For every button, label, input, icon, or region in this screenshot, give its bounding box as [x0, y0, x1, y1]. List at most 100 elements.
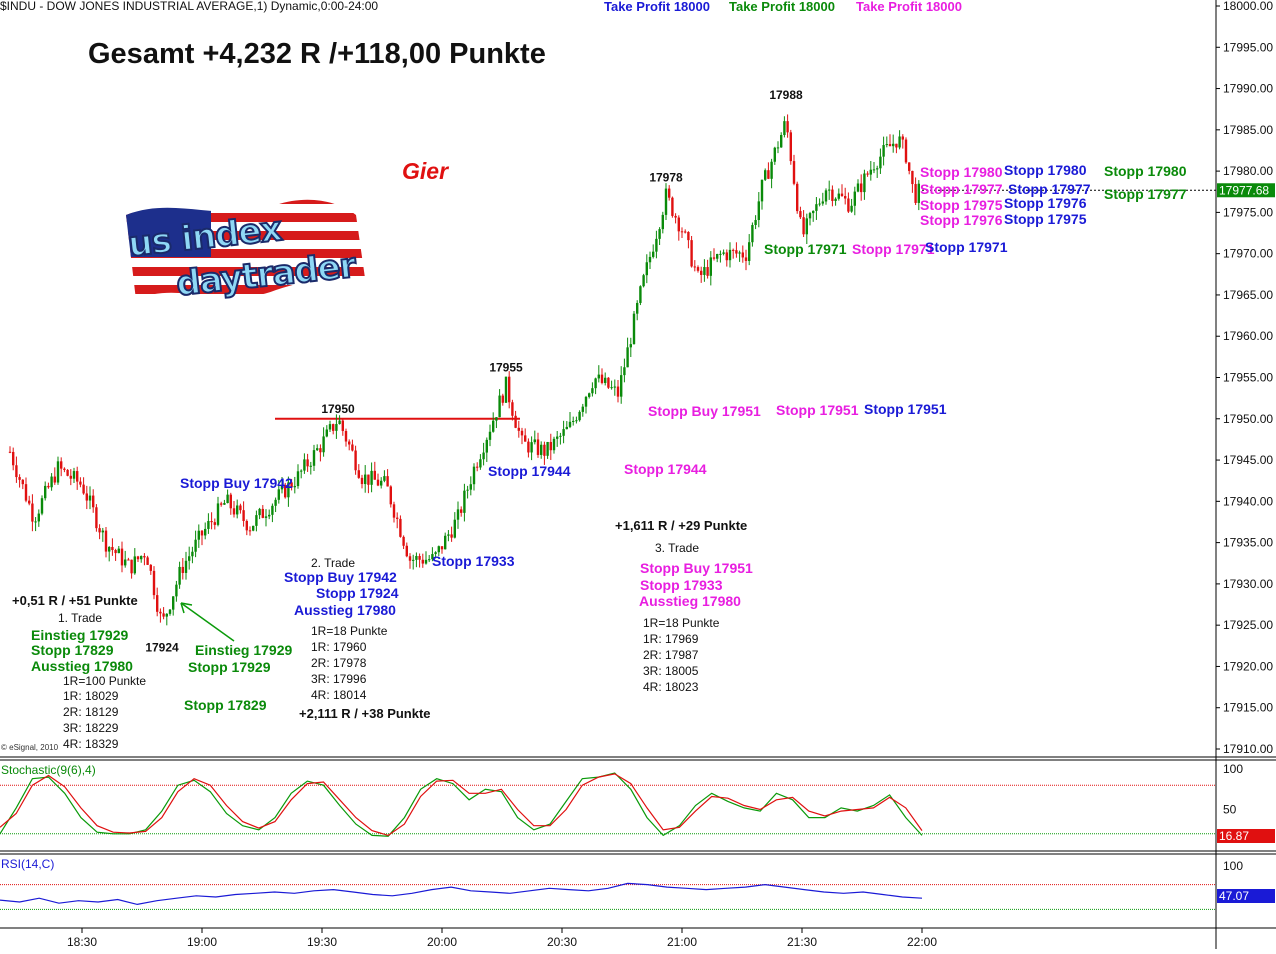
candle-body: [552, 438, 556, 451]
candle-body: [815, 204, 818, 211]
candle-body: [207, 520, 210, 529]
candle-body: [440, 546, 444, 550]
candle-body: [898, 136, 901, 148]
swing-label: 17978: [649, 171, 683, 185]
candle-body: [517, 427, 520, 431]
candle-body: [367, 474, 370, 485]
candle-body: [258, 508, 261, 516]
candle-body: [303, 459, 306, 471]
candle-body: [588, 393, 591, 397]
candle-body: [645, 262, 648, 276]
candle-body: [21, 479, 24, 485]
candle-body: [120, 548, 124, 566]
candle-body: [498, 395, 501, 418]
chart-title: $INDU - DOW JONES INDUSTRIAL AVERAGE,1) …: [0, 0, 379, 13]
candle-body: [248, 530, 252, 532]
trade3-title: 3. Trade: [655, 541, 700, 555]
candle-body: [15, 465, 18, 478]
stop-right-m2: Stopp 17977: [920, 181, 1003, 197]
candle-body: [357, 470, 360, 478]
candle-body: [364, 474, 367, 485]
price-axis-label: 17975.00: [1223, 205, 1273, 219]
candle-body: [559, 435, 562, 437]
candle-body: [268, 514, 271, 517]
stop-row51-c: Stopp 17951: [864, 401, 947, 417]
candle-body: [735, 250, 738, 254]
candle-body: [127, 559, 130, 561]
candle-body: [130, 559, 133, 574]
candle-body: [226, 494, 229, 504]
trade1-stop: Stopp 17829: [31, 642, 114, 658]
trade1-r-def: 1R=100 Punkte: [63, 674, 147, 688]
candle-body: [738, 252, 741, 254]
trade3-r4: 4R: 18023: [643, 680, 699, 694]
candle-body: [376, 479, 380, 486]
candle-body: [760, 179, 764, 202]
candle-body: [213, 522, 216, 525]
candle-body: [360, 477, 364, 485]
price-axis-label: 17960.00: [1223, 329, 1273, 343]
candle-body: [607, 377, 610, 388]
candle-body: [114, 550, 117, 554]
candle-body: [706, 267, 709, 276]
stochastic-axis-label: 100: [1223, 762, 1243, 776]
candle-body: [594, 378, 597, 389]
candle-body: [796, 183, 799, 212]
stop-right-b1: Stopp 17980: [1004, 162, 1087, 178]
candle-body: [885, 144, 888, 146]
us-flag-icon: [126, 199, 366, 300]
stop-row51-a: Stopp Buy 17951: [648, 403, 761, 419]
candle-body: [188, 556, 191, 561]
trade2-r-def: 1R=18 Punkte: [311, 624, 388, 638]
candle-body: [399, 518, 402, 537]
candle-body: [917, 183, 920, 203]
candle-body: [581, 406, 584, 412]
candle-body: [508, 376, 511, 403]
candle-body: [879, 156, 882, 169]
candle-body: [143, 556, 146, 558]
candle-body: [674, 215, 677, 218]
stop-row71-a: Stopp 17971: [764, 241, 847, 257]
candle-body: [818, 203, 821, 205]
stop-right-g2: Stopp 17977: [1104, 186, 1187, 202]
swing-label: 17950: [321, 402, 355, 416]
candle-body: [85, 493, 88, 501]
time-axis-label: 20:00: [427, 935, 457, 949]
candle-body: [424, 559, 428, 564]
candle-body: [56, 461, 60, 483]
candle-body: [620, 375, 623, 397]
candle-body: [200, 530, 204, 536]
candle-body: [476, 466, 479, 468]
copyright: © eSignal, 2010: [1, 743, 59, 752]
candle-body: [472, 466, 476, 485]
candle-body: [204, 528, 207, 536]
candle-body: [732, 249, 735, 251]
candle-body: [578, 411, 581, 421]
candle-body: [101, 530, 104, 533]
candle-body: [229, 494, 232, 509]
candle-body: [719, 253, 722, 255]
candle-body: [140, 556, 143, 560]
trade2-r3: 3R: 17996: [311, 672, 367, 686]
candle-body: [696, 267, 700, 271]
candle-body: [840, 193, 844, 197]
candle-body: [636, 302, 639, 314]
candle-body: [396, 517, 399, 519]
candle-body: [216, 503, 220, 525]
candle-body: [284, 484, 287, 498]
time-axis-label: 20:30: [547, 935, 577, 949]
candle-body: [850, 205, 853, 212]
trade2-exit: Ausstieg 17980: [294, 602, 396, 618]
headline: Gesamt +4,232 R /+118,00 Punkte: [88, 38, 546, 70]
trade1-chart-stop: Stopp 17929: [188, 659, 271, 675]
candle-body: [888, 144, 892, 147]
candle-body: [741, 252, 744, 258]
trade1-chart-entry: Einstieg 17929: [195, 642, 293, 658]
candle-body: [716, 253, 719, 259]
candle-body: [280, 484, 284, 490]
price-axis-label: 18000.00: [1223, 0, 1273, 13]
candle-body: [223, 503, 226, 505]
trade1-r3: 3R: 18229: [63, 721, 119, 735]
swing-label: 17988: [769, 88, 803, 102]
candle-body: [12, 451, 15, 466]
